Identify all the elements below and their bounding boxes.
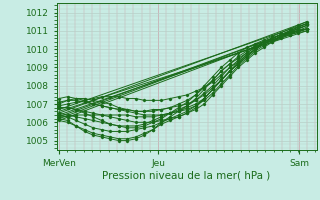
X-axis label: Pression niveau de la mer( hPa ): Pression niveau de la mer( hPa ) — [102, 171, 271, 181]
